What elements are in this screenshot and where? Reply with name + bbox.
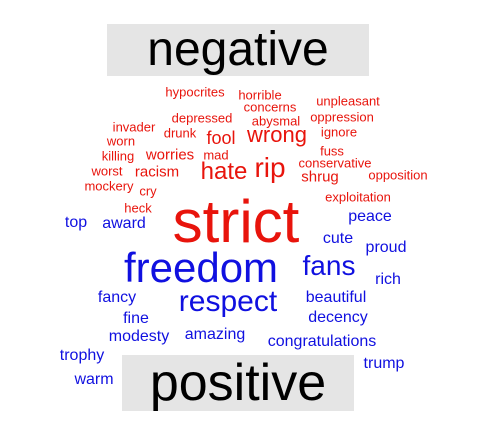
word-fool: fool [206, 128, 236, 148]
word-fans: fans [302, 250, 356, 281]
word-warm: warm [74, 371, 114, 388]
word-cute: cute [322, 230, 354, 247]
word-respect: respect [178, 285, 278, 318]
word-award: award [102, 215, 146, 232]
word-racism: racism [134, 163, 180, 181]
word-proud: proud [365, 239, 407, 256]
word-worn: worn [106, 133, 136, 149]
word-depressed: depressed [171, 110, 233, 126]
word-modesty: modesty [108, 328, 170, 345]
word-shrug: shrug [301, 168, 339, 186]
word-cry: cry [139, 183, 157, 199]
word-wrong: wrong [247, 122, 307, 147]
word-killing: killing [101, 148, 135, 164]
word-peace: peace [348, 208, 392, 225]
word-trophy: trophy [59, 347, 105, 364]
word-horrible: horrible [238, 87, 282, 103]
word-worst: worst [91, 163, 123, 179]
word-opposition: opposition [368, 167, 428, 183]
word-abysmal: abysmal [251, 113, 301, 129]
word-decency: decency [308, 309, 368, 326]
word-heck: heck [124, 200, 152, 216]
word-trump: trump [363, 355, 405, 372]
word-mockery: mockery [84, 178, 134, 194]
word-ignore: ignore [320, 124, 358, 140]
word-fuss: fuss [320, 143, 344, 159]
positive-label: positive [122, 355, 354, 411]
word-congratulations: congratulations [267, 333, 377, 350]
negative-label: negative [107, 24, 369, 76]
word-exploitation: exploitation [325, 189, 391, 205]
word-mad: mad [203, 147, 229, 163]
word-fine: fine [123, 310, 149, 327]
word-amazing: amazing [184, 326, 246, 343]
word-drunk: drunk [163, 125, 197, 141]
word-strict: strict [172, 188, 300, 255]
word-conservative: conservative [298, 155, 372, 171]
word-top: top [64, 214, 88, 231]
word-fancy: fancy [97, 289, 137, 306]
word-worries: worries [145, 146, 195, 164]
word-oppression: oppression [310, 109, 374, 125]
word-freedom: freedom [123, 244, 279, 291]
word-hate: hate [200, 158, 248, 185]
word-concerns: concerns [243, 99, 297, 115]
word-rip: rip [254, 152, 286, 183]
word-unpleasant: unpleasant [316, 93, 380, 109]
word-beautiful: beautiful [305, 289, 367, 306]
word-invader: invader [112, 119, 156, 135]
word-hypocrites: hypocrites [165, 84, 225, 100]
word-rich: rich [375, 271, 401, 288]
